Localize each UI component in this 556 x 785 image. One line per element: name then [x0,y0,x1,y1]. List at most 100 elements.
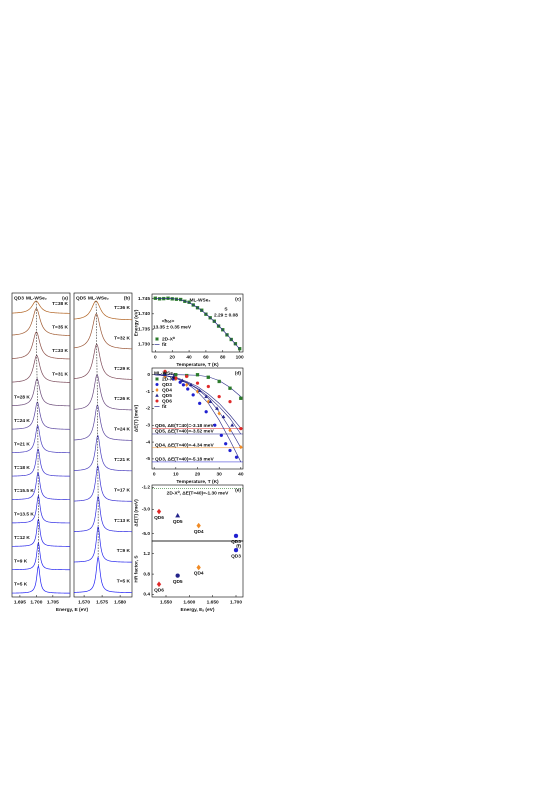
spectrum [11,565,71,594]
x-tick-label: 1.600 [183,599,195,605]
reference-label: 2D-X⁰, ΔE(T=40)=-1.30 meV [167,490,229,496]
x-tick-label: 1.580 [114,599,126,605]
x-tick-label: 1.575 [96,599,108,605]
temperature-label: T=36 K [114,305,130,311]
marker [213,423,217,427]
level-label: QD5, ΔE(T=40)=-3.52 meV [155,429,214,435]
legend-title: ML-WSe₂ [154,370,175,376]
marker [224,442,228,446]
y-tick-label: -3.0 [142,507,151,513]
y-tick-label: -5.0 [142,531,151,537]
marker [163,372,167,377]
marker [204,410,208,414]
x-tick-label: 1.700 [30,599,42,605]
x-tick-label: 1.700 [230,599,242,605]
marker [217,394,221,399]
marker [196,564,201,571]
peak-trace [95,300,99,557]
temperature-label: T=29 K [114,366,130,372]
panel-frame [11,292,71,598]
y-tick-label: 1.740 [138,311,150,317]
point-label: QD6 [154,588,164,594]
marker [239,426,243,431]
marker [215,406,219,410]
marker [233,533,239,539]
legend-swatch [155,337,159,341]
panel-label: (c) [235,296,241,302]
temperature-label: T=32 K [114,335,130,341]
y-tick-label: -1 [146,389,151,395]
x-tick-label: 10 [173,471,179,477]
y-tick-label: 1.2 [143,551,150,557]
spectrum [73,313,133,350]
legend-swatch [155,382,159,387]
y-tick-label: -1.2 [142,485,151,491]
temperature-label: T=12 K [14,535,30,541]
temperature-label: T=31 K [52,371,68,377]
temperature-label: T=13.5 K [14,512,34,518]
point-label: QD4 [194,529,204,535]
temperature-label: T=38 K [52,301,68,307]
temperature-label: T=5 K [14,582,28,588]
spectrum [11,542,70,571]
temperature-label: T=5 K [117,579,131,585]
x-tick-label: 40 [238,471,244,477]
annotation: S [224,306,228,312]
panel-label: (f) [236,543,241,549]
temperature-label: T=18 K [14,465,30,471]
y-tick-label: 1.745 [138,296,150,302]
panel-label: (d) [235,370,242,376]
marker [197,388,202,393]
spectrum [11,331,71,360]
x-tick-label: 1.650 [207,599,219,605]
spectrum [73,557,133,593]
legend-label: fit [162,404,167,410]
peak-trace [35,300,39,566]
spectrum [11,354,71,383]
marker [195,381,200,385]
spectrum [11,471,71,500]
x-tick-label: 30 [216,471,222,477]
marker [186,387,190,391]
marker [228,428,232,433]
spectrum [11,448,71,477]
marker [239,444,243,450]
x-tick-label: 100 [236,354,244,360]
marker [208,399,213,404]
spectrum [73,434,133,472]
point-label: QD5 [173,579,183,585]
fit-line [154,374,242,429]
level-label: QD6, ΔE(T=40)=-3.18 meV [155,423,214,429]
spectrum [12,518,70,547]
y-tick-label: 1.730 [138,342,150,348]
marker [228,448,232,453]
y-axis-label: Energy (eV) [133,309,139,336]
panel-frame [151,293,244,353]
point-label: QD3 [231,539,241,545]
fit-line [155,298,240,350]
temperature-label: T=26 K [114,396,130,402]
qd-label: QD5 [76,295,86,301]
x-axis-label: Temperature, T (K) [176,479,219,485]
y-axis-label: ΔE(T) (meV) [133,404,139,432]
legend-label: QD6 [162,398,172,404]
temperature-label: T=13 K [114,518,130,524]
legend-swatch [155,393,159,397]
spectrum [73,496,132,533]
marker [189,382,193,387]
temperature-label: T=24 K [14,418,30,424]
material-label: ML-WSe₂ [26,295,47,301]
spectrum [11,308,71,336]
spectrum [73,404,133,441]
marker [206,384,210,389]
marker [184,382,189,388]
panel-label: (e) [235,487,241,493]
x-tick-label: 20 [195,471,201,477]
marker [200,308,204,312]
panel-label: (b) [124,295,131,301]
x-tick-label: 40 [186,354,192,360]
y-tick-label: -2 [146,406,151,412]
x-tick-label: 60 [203,354,209,360]
spectrum [11,378,71,407]
